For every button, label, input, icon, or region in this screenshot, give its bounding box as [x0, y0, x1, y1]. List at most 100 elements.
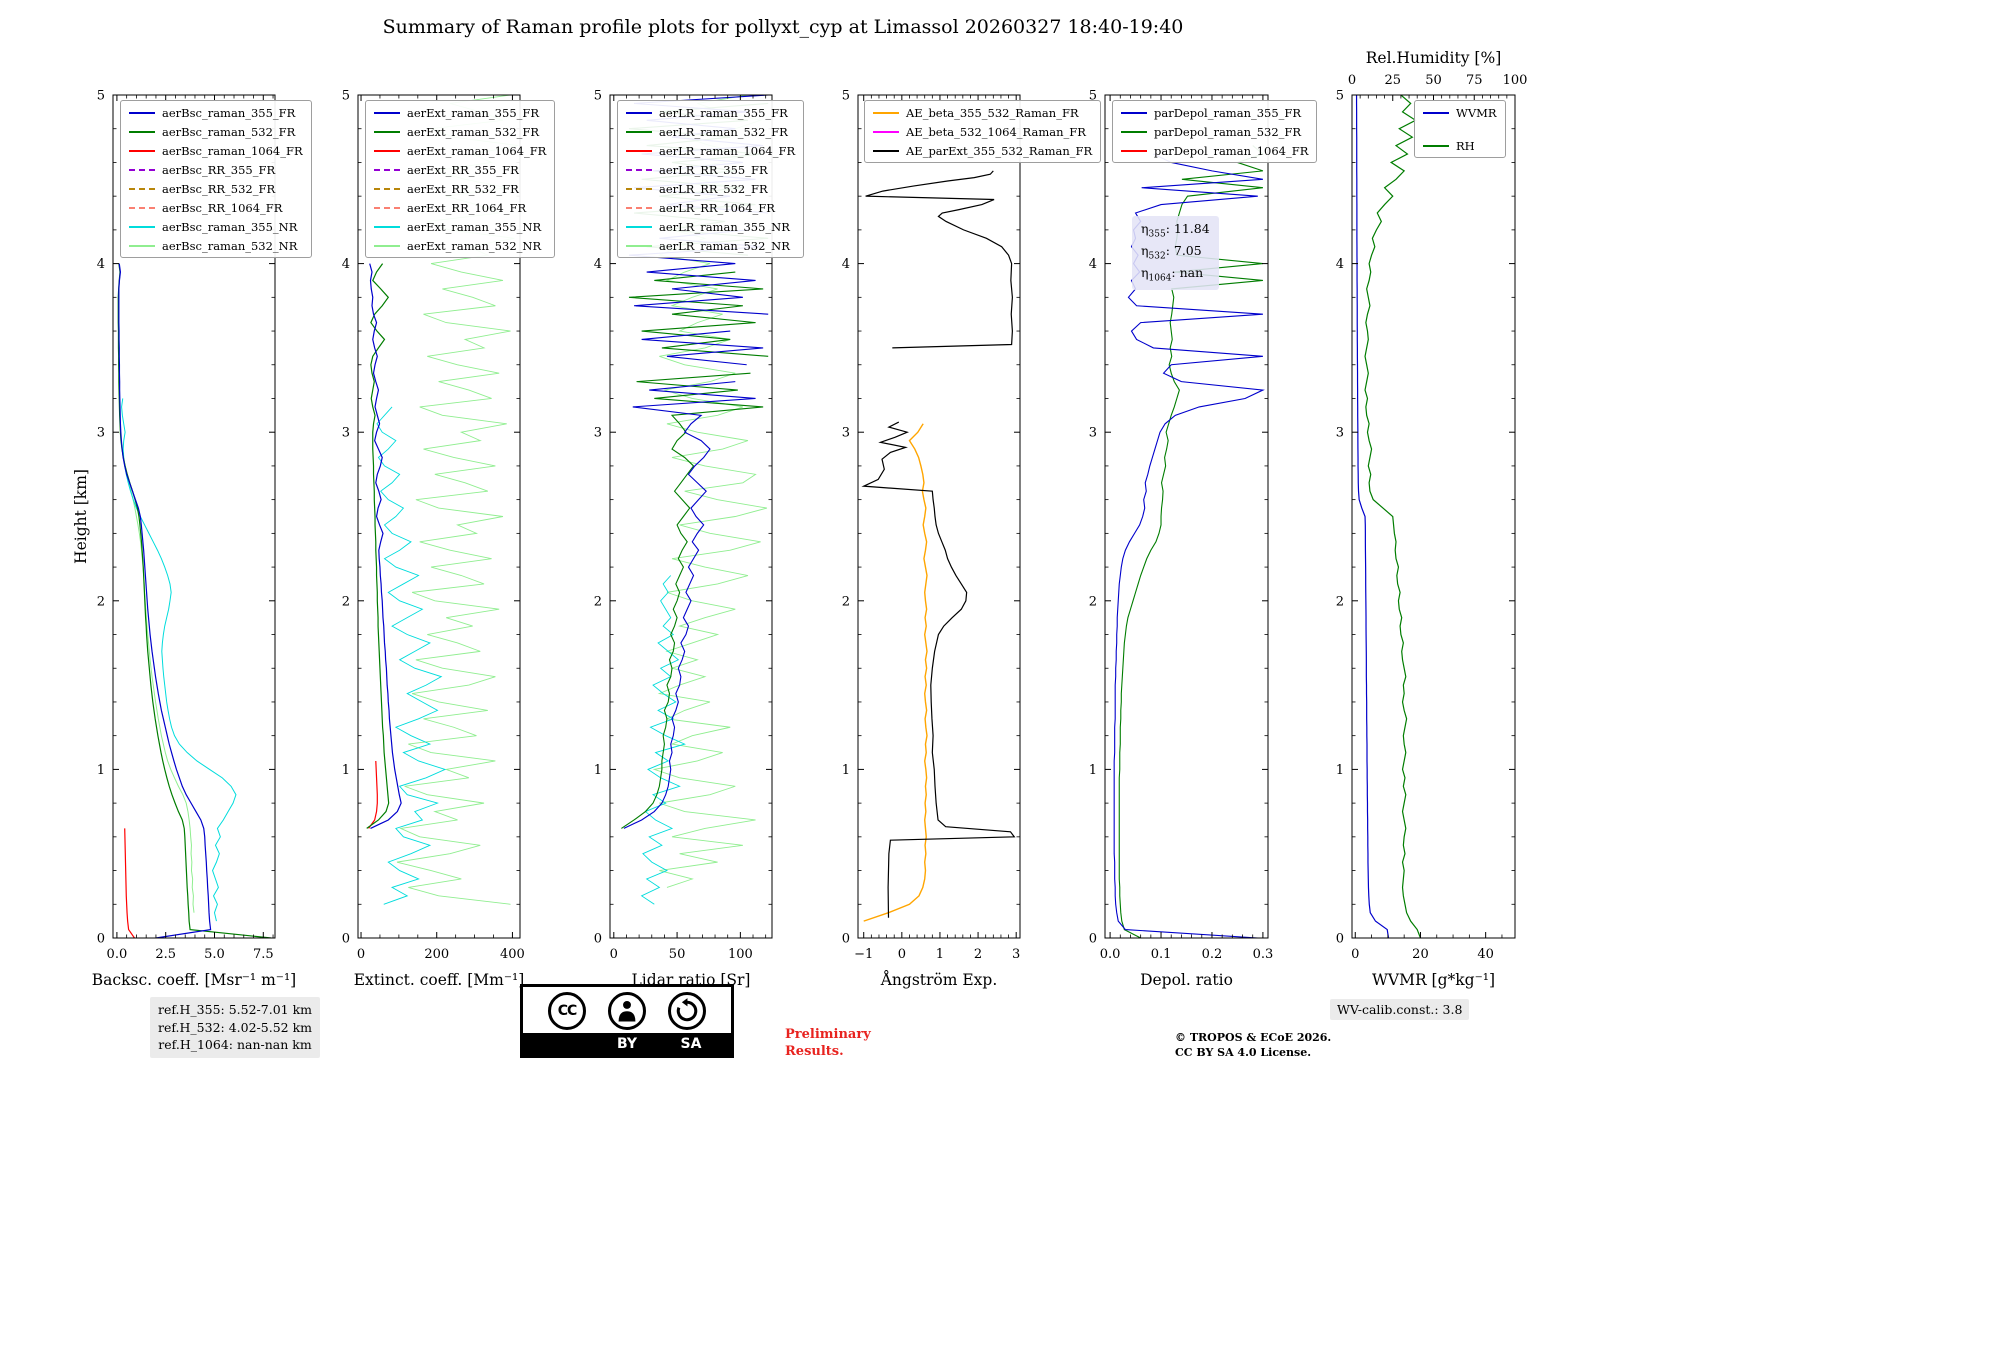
y-tick-label: 2: [1336, 594, 1344, 609]
panel-frame: [609, 94, 773, 939]
ref-h-355: ref.H_355: 5.52-7.01 km: [158, 1002, 313, 1017]
legend-label: aerLR_RR_532_FR: [659, 181, 768, 196]
legend-label: RH: [1456, 138, 1475, 153]
panel-frame: [112, 94, 276, 939]
series-aerBsc_raman_355_FR: [118, 263, 212, 938]
legend-label: aerBsc_raman_1064_FR: [162, 143, 303, 158]
legend-label: aerBsc_raman_355_FR: [162, 105, 296, 120]
legend-line-sample: [129, 206, 155, 209]
legend-item: aerLR_raman_532_FR: [626, 124, 795, 139]
figure-title: Summary of Raman profile plots for polly…: [382, 16, 1184, 38]
legend-line-sample: [626, 130, 652, 133]
legend-angstrom: AE_beta_355_532_Raman_FR AE_beta_532_1064…: [864, 100, 1102, 163]
legend-line-sample: [873, 130, 899, 133]
x2-tick-label: 25: [1384, 73, 1401, 88]
share-alike-arrow-icon: [676, 998, 698, 1022]
x-tick-label: 0.1: [1151, 947, 1172, 962]
x-tick-label: 2.5: [155, 947, 176, 962]
legend-line-sample: [129, 187, 155, 190]
legend-label: aerLR_raman_355_NR: [659, 219, 790, 234]
y-tick-label: 5: [97, 89, 105, 104]
y-tick-label: 5: [1089, 89, 1097, 104]
series-group: [861, 170, 1016, 922]
legend-label: aerLR_raman_532_FR: [659, 124, 788, 139]
legend-label: aerExt_raman_532_FR: [407, 124, 540, 139]
y-tick-label: 5: [1336, 89, 1344, 104]
y-tick-label: 1: [342, 763, 350, 778]
legend-line-sample: [1121, 149, 1147, 152]
cc-icons-row: CC: [523, 987, 731, 1033]
series-aerExt_raman_532_FR: [366, 263, 390, 829]
y-tick-label: 1: [842, 763, 850, 778]
preliminary-line2: Results.: [785, 1043, 844, 1059]
series-aerExt_raman_355_NR: [376, 406, 447, 905]
legend-label: aerExt_RR_355_FR: [407, 162, 519, 177]
legend-label: aerBsc_RR_355_FR: [162, 162, 276, 177]
legend-label: aerLR_RR_1064_FR: [659, 200, 775, 215]
legend-lidar_ratio: aerLR_raman_355_FR aerLR_raman_532_FR aerL…: [617, 100, 805, 258]
y-tick-label: 4: [1336, 257, 1344, 272]
cc-license-badge: CC BY SA: [520, 984, 734, 1058]
legend-item: aerBsc_RR_1064_FR: [129, 200, 303, 215]
reference-height-note: ref.H_355: 5.52-7.01 km ref.H_532: 4.02-…: [150, 997, 321, 1058]
series-aerBsc_raman_532_FR: [117, 263, 272, 938]
x-tick-label: 50: [669, 947, 686, 962]
x-tick-label: 0.0: [1100, 947, 1121, 962]
y-tick-label: 0: [594, 932, 602, 947]
legend-line-sample: [626, 168, 652, 171]
legend-label: aerBsc_RR_1064_FR: [162, 200, 283, 215]
legend-line-sample: [374, 206, 400, 209]
legend-label: aerExt_RR_532_FR: [407, 181, 519, 196]
legend-item: parDepol_raman_532_FR: [1121, 125, 1308, 139]
legend-label: aerExt_raman_355_FR: [407, 105, 540, 120]
annotation-line: η532: 7.05: [1141, 243, 1202, 262]
series-aerExt_raman_1064_FR: [368, 760, 378, 829]
legend-item: aerExt_RR_1064_FR: [374, 201, 546, 215]
legend-line-sample: [129, 168, 155, 171]
y-tick-label: 3: [594, 426, 602, 441]
legend-item: aerBsc_raman_355_FR: [129, 105, 303, 120]
cc-bar: BY SA: [523, 1033, 731, 1055]
y-tick-label: 2: [1089, 594, 1097, 609]
x-tick-label: 400: [500, 947, 525, 962]
x-tick-label: −1: [854, 947, 873, 962]
legend-item: aerBsc_raman_1064_FR: [129, 143, 303, 158]
series-RH: [1364, 95, 1422, 938]
legend-item: aerExt_raman_532_FR: [374, 124, 546, 139]
series-aerBsc_raman_355_NR: [121, 398, 237, 922]
ref-h-532: ref.H_532: 4.02-5.52 km: [158, 1019, 313, 1035]
x-tick-label: 0: [610, 947, 618, 962]
panel-frame: [357, 94, 521, 939]
y-tick-label: 5: [594, 89, 602, 104]
y-tick-label: 2: [97, 594, 105, 609]
series-group: [1355, 95, 1422, 938]
legend-wvmr: WVMR RH: [1414, 100, 1506, 158]
x2-tick-label: 50: [1425, 73, 1442, 88]
legend-item: RH: [1423, 138, 1497, 153]
legend-label: aerLR_raman_532_NR: [659, 238, 790, 253]
axis-ticks: [1351, 94, 1516, 939]
series-group: [117, 263, 272, 938]
cc-by-label: BY: [616, 1036, 638, 1052]
legend-label: aerLR_raman_1064_FR: [659, 143, 796, 158]
copyright-note: © TROPOS & ECoE 2026. CC BY SA 4.0 Licen…: [1175, 1031, 1331, 1061]
legend-item: parDepol_raman_355_FR: [1121, 105, 1308, 120]
legend-item: aerExt_RR_532_FR: [374, 181, 546, 196]
legend-label: AE_parExt_355_532_Raman_FR: [906, 143, 1093, 158]
legend-item: AE_beta_355_532_Raman_FR: [873, 106, 1092, 120]
person-icon: [618, 1000, 636, 1022]
y-tick-label: 0: [842, 932, 850, 947]
legend-line-sample: [374, 225, 400, 228]
wv-calibration-note: WV-calib.const.: 3.8: [1330, 999, 1470, 1020]
y-tick-label: 5: [342, 89, 350, 104]
legend-label: parDepol_raman_355_FR: [1154, 105, 1302, 120]
x-tick-label: 100: [728, 947, 753, 962]
legend-label: aerExt_raman_355_NR: [407, 219, 542, 234]
x-axis-label: Extinct. coeff. [Mm⁻¹]: [354, 971, 525, 989]
legend-item: aerLR_RR_1064_FR: [626, 200, 795, 215]
legend-label: WVMR: [1456, 105, 1497, 120]
panel-frame: [857, 94, 1021, 939]
y-tick-label: 3: [1336, 426, 1344, 441]
series-aerExt_raman_355_FR: [369, 263, 402, 829]
y-tick-label: 0: [342, 932, 350, 947]
